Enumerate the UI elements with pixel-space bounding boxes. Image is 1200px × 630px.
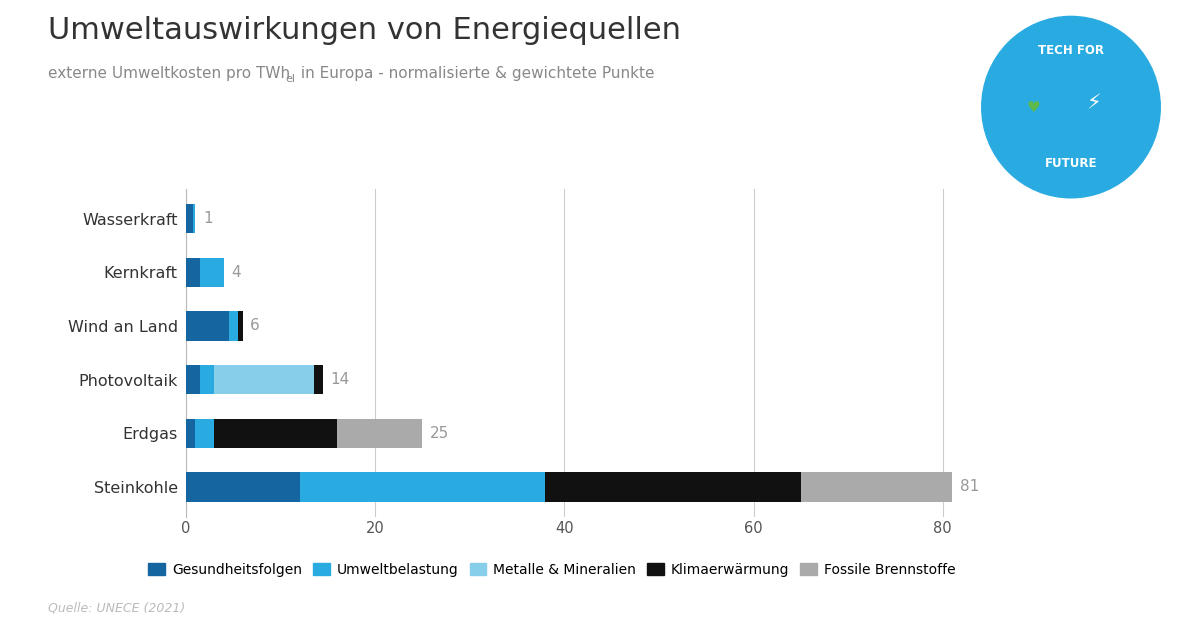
Text: FUTURE: FUTURE (1045, 158, 1097, 170)
Text: Umweltauswirkungen von Energiequellen: Umweltauswirkungen von Energiequellen (48, 16, 682, 45)
Bar (300, 472, 546, 501)
Text: 4: 4 (232, 265, 241, 280)
Text: Quelle: UNECE (2021): Quelle: UNECE (2021) (48, 601, 185, 614)
Bar (546, 472, 800, 501)
Text: 81: 81 (960, 479, 979, 495)
Circle shape (982, 16, 1160, 198)
Bar (200, 258, 224, 287)
Bar (186, 204, 193, 233)
Bar (186, 365, 200, 394)
Text: 6: 6 (251, 319, 260, 333)
Bar (186, 472, 300, 501)
Text: TECH FOR: TECH FOR (1038, 44, 1104, 57)
Text: el: el (286, 74, 295, 84)
Text: ♥: ♥ (1027, 100, 1040, 115)
Bar (228, 311, 238, 341)
Bar (186, 418, 196, 448)
Text: 1: 1 (203, 211, 212, 226)
Bar (313, 365, 323, 394)
Text: ⚡: ⚡ (1086, 93, 1100, 113)
Bar (196, 418, 215, 448)
Text: externe Umweltkosten pro TWh: externe Umweltkosten pro TWh (48, 66, 290, 81)
Bar (186, 258, 200, 287)
Bar (193, 204, 196, 233)
Bar (800, 472, 952, 501)
Bar (238, 311, 242, 341)
Text: 25: 25 (430, 426, 449, 441)
Bar (215, 365, 313, 394)
Text: 14: 14 (331, 372, 350, 387)
Text: in Europa - normalisierte & gewichtete Punkte: in Europa - normalisierte & gewichtete P… (296, 66, 655, 81)
Legend: Gesundheitsfolgen, Umweltbelastung, Metalle & Mineralien, Klimaerwärmung, Fossil: Gesundheitsfolgen, Umweltbelastung, Meta… (143, 557, 961, 582)
Bar (337, 418, 422, 448)
Bar (215, 418, 337, 448)
Bar (200, 365, 215, 394)
Bar (186, 311, 228, 341)
